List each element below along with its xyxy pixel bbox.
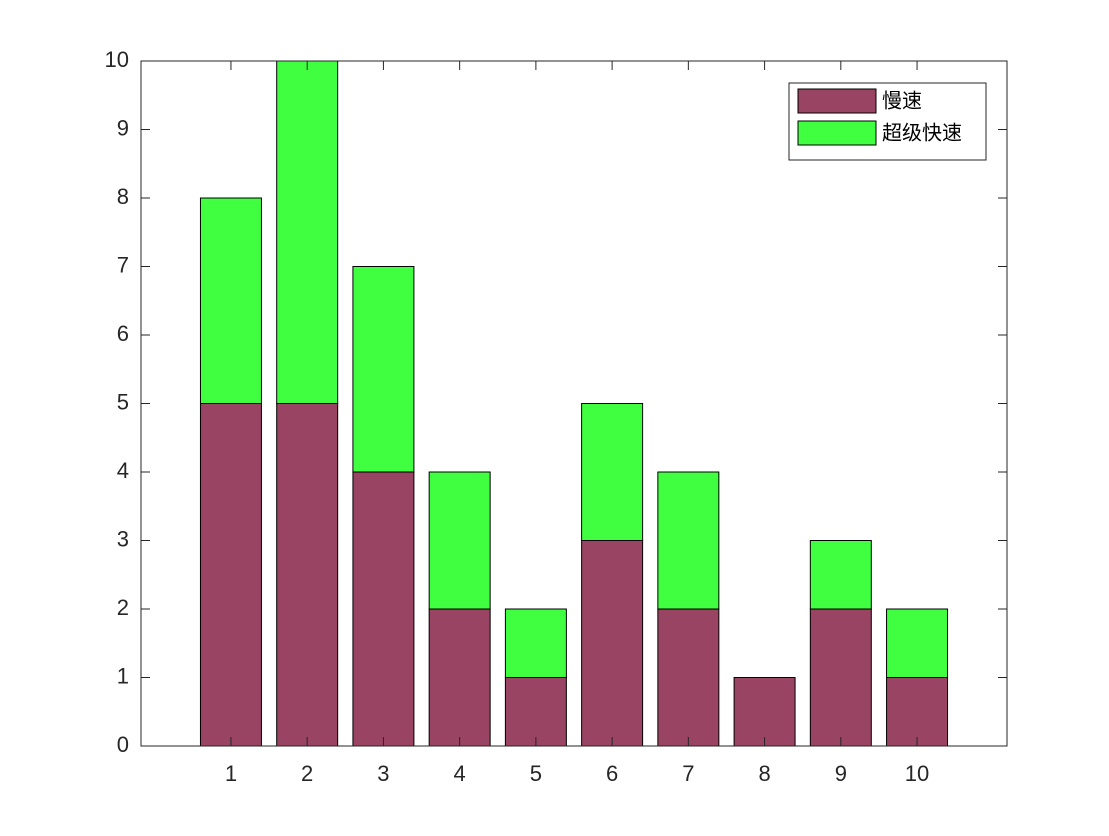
bar-segment: [657, 471, 720, 610]
legend-label: 慢速: [882, 89, 922, 112]
x-tick-label: 3: [377, 761, 389, 786]
x-tick-label: 2: [301, 761, 313, 786]
bar-segment: [276, 403, 339, 747]
y-tick-label: 10: [105, 47, 129, 72]
plot-area: [141, 61, 1007, 746]
y-tick-label: 1: [117, 663, 129, 688]
bar-segment: [428, 471, 491, 610]
bar-segment: [199, 403, 262, 747]
bar-segment: [581, 403, 644, 541]
x-tick-label: 9: [835, 761, 847, 786]
bar-segment: [352, 266, 415, 473]
x-tick-label: 4: [454, 761, 466, 786]
x-tick-label: 1: [225, 761, 237, 786]
bar-segment: [886, 677, 949, 747]
x-tick-label: 7: [682, 761, 694, 786]
x-tick-label: 10: [905, 761, 929, 786]
bar-segment: [504, 677, 567, 747]
bar-segment: [886, 608, 949, 678]
bar-segment: [809, 608, 872, 747]
y-tick-label: 6: [117, 321, 129, 346]
y-tick-label: 2: [117, 595, 129, 620]
legend-label: 超级快速: [882, 121, 962, 144]
bar-segment: [733, 677, 796, 747]
y-tick-label: 8: [117, 184, 129, 209]
x-tick-label: 8: [758, 761, 770, 786]
y-tick-label: 3: [117, 526, 129, 551]
y-tick-label: 5: [117, 389, 129, 414]
y-tick-label: 4: [117, 458, 129, 483]
bar-segment: [352, 471, 415, 747]
bar-segment: [504, 608, 567, 678]
bar-segment: [428, 608, 491, 747]
x-tick-label: 5: [530, 761, 542, 786]
bar-segment: [809, 540, 872, 610]
bar-segment: [581, 540, 644, 747]
y-tick-label: 7: [117, 252, 129, 277]
y-tick-label: 9: [117, 115, 129, 140]
bar-segment: [199, 197, 262, 404]
legend-swatch: [797, 120, 877, 146]
bar-segment: [657, 608, 720, 747]
legend-swatch: [797, 88, 877, 114]
y-tick-label: 0: [117, 732, 129, 757]
bar-segment: [276, 60, 339, 404]
x-tick-label: 6: [606, 761, 618, 786]
